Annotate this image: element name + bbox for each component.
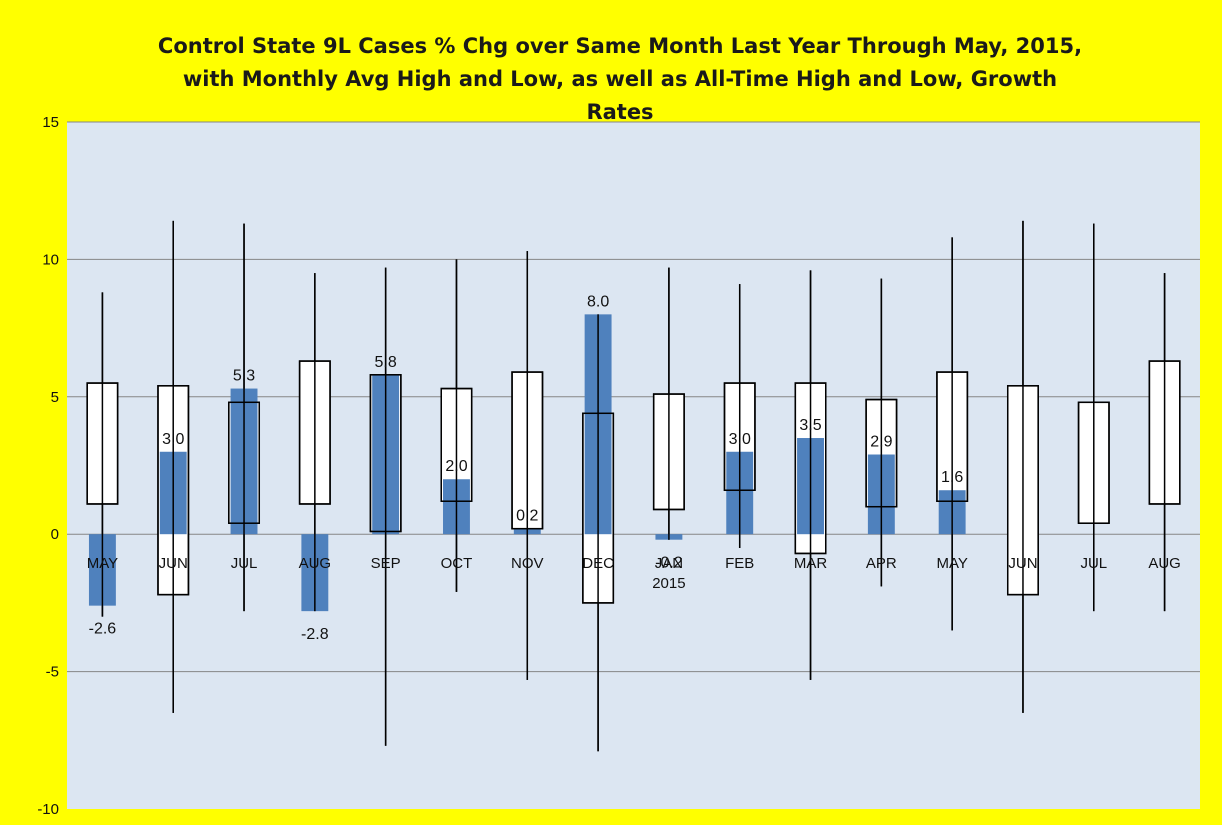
- y-tick-label: -10: [37, 801, 59, 818]
- avg-range-box-outline: [794, 382, 827, 555]
- data-label: 5.8: [375, 354, 397, 371]
- avg-range-box-outline: [582, 412, 615, 604]
- x-tick-label: FEB: [725, 555, 754, 572]
- avg-range-box-outline: [1006, 385, 1039, 596]
- avg-range-box-outline: [228, 401, 261, 524]
- x-tick-label: SEP: [371, 555, 401, 572]
- x-tick-label: MAY: [87, 555, 118, 572]
- data-labels: -2.6 3.0 5.3 -2.8 5.8 2.0 0.2 8.0 -0.2 3.0 3.5 2.9 1…: [89, 293, 964, 643]
- data-label: 3.0: [162, 431, 184, 448]
- data-label: 3.0: [729, 431, 751, 448]
- x-tick-label: APR: [866, 555, 897, 572]
- x-tick-label: NOV: [511, 555, 544, 572]
- data-label: -2.6: [89, 621, 117, 638]
- x-tick-label: AUG: [299, 555, 332, 572]
- avg-range-box-outline: [723, 382, 756, 491]
- data-label: -0.2: [655, 555, 683, 572]
- x-tick-label: JAN: [655, 555, 683, 572]
- avg-range-box-outline: [298, 360, 331, 505]
- x-tick-label: DEC: [582, 555, 614, 572]
- y-tick-label: 15: [42, 114, 59, 131]
- avg-range-box-outline: [86, 382, 119, 505]
- data-label: 1.6: [941, 469, 963, 486]
- avg-range-box-outline: [1148, 360, 1181, 505]
- data-label: 5.3: [233, 368, 255, 385]
- x-tick-label: OCT: [441, 555, 473, 572]
- x-tick-label: 2015: [652, 575, 685, 592]
- avg-range-box-outline: [369, 374, 402, 533]
- x-tick-label: JUL: [1080, 555, 1107, 572]
- chart-title: Control State 9L Cases % Chg over Same M…: [158, 34, 1082, 124]
- x-tick-label: JUN: [1008, 555, 1037, 572]
- y-tick-label: -5: [46, 664, 59, 681]
- x-tick-label: JUN: [159, 555, 188, 572]
- data-label: 2.9: [870, 434, 892, 451]
- avg-range-box-outline: [652, 393, 685, 511]
- chart-title-line-3: Rates: [586, 100, 653, 124]
- chart-title-line-1: Control State 9L Cases % Chg over Same M…: [158, 34, 1082, 58]
- y-tick-label: 0: [51, 526, 59, 543]
- x-axis-tick-labels: MAY JUN JUL AUG SEP OCT NOV DEC JAN 2015 FEB MAR APR…: [87, 555, 1181, 592]
- chart-title-line-2: with Monthly Avg High and Low, as well a…: [183, 67, 1057, 91]
- avg-range-box-outline: [440, 387, 473, 502]
- data-label: 8.0: [587, 293, 609, 310]
- data-label: -2.8: [301, 626, 329, 643]
- avg-range-box-outline: [157, 385, 190, 596]
- avg-range-box-outline: [1077, 401, 1110, 524]
- avg-range-box-outline: [865, 398, 898, 508]
- data-label: 2.0: [445, 458, 467, 475]
- y-tick-label: 5: [51, 389, 59, 406]
- avg-range-box-outline: [936, 371, 969, 502]
- x-tick-label: MAR: [794, 555, 828, 572]
- growth-rate-bars: [86, 220, 1181, 752]
- y-axis-tick-labels: -10 -5 0 5 10 15: [37, 114, 59, 818]
- x-tick-label: MAY: [936, 555, 967, 572]
- avg-range-box-outline: [511, 371, 544, 530]
- y-tick-label: 10: [42, 251, 59, 268]
- x-tick-label: JUL: [231, 555, 258, 572]
- x-tick-label: AUG: [1148, 555, 1181, 572]
- data-label: 0.2: [516, 508, 538, 525]
- data-label: 3.5: [799, 417, 821, 434]
